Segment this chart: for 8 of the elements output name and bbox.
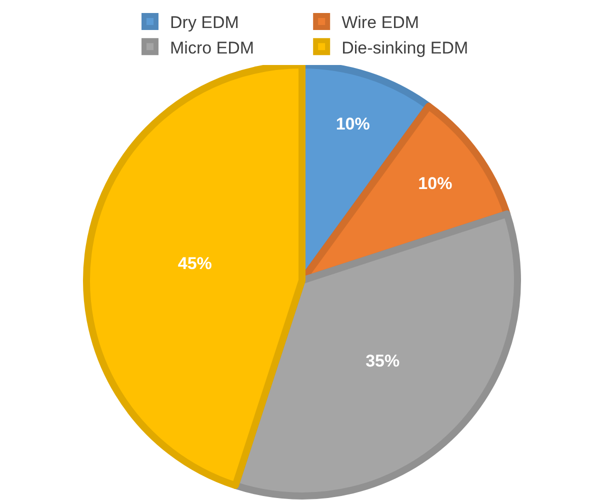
data-label: 10%: [418, 174, 452, 194]
legend-label: Wire EDM: [342, 13, 420, 32]
data-label: 45%: [178, 254, 212, 274]
legend-label: Dry EDM: [170, 13, 239, 32]
legend-label: Micro EDM: [170, 38, 254, 58]
data-label: 35%: [366, 352, 400, 371]
legend-label: Die-sinking EDM: [342, 38, 468, 58]
data-label: 10%: [336, 114, 370, 134]
